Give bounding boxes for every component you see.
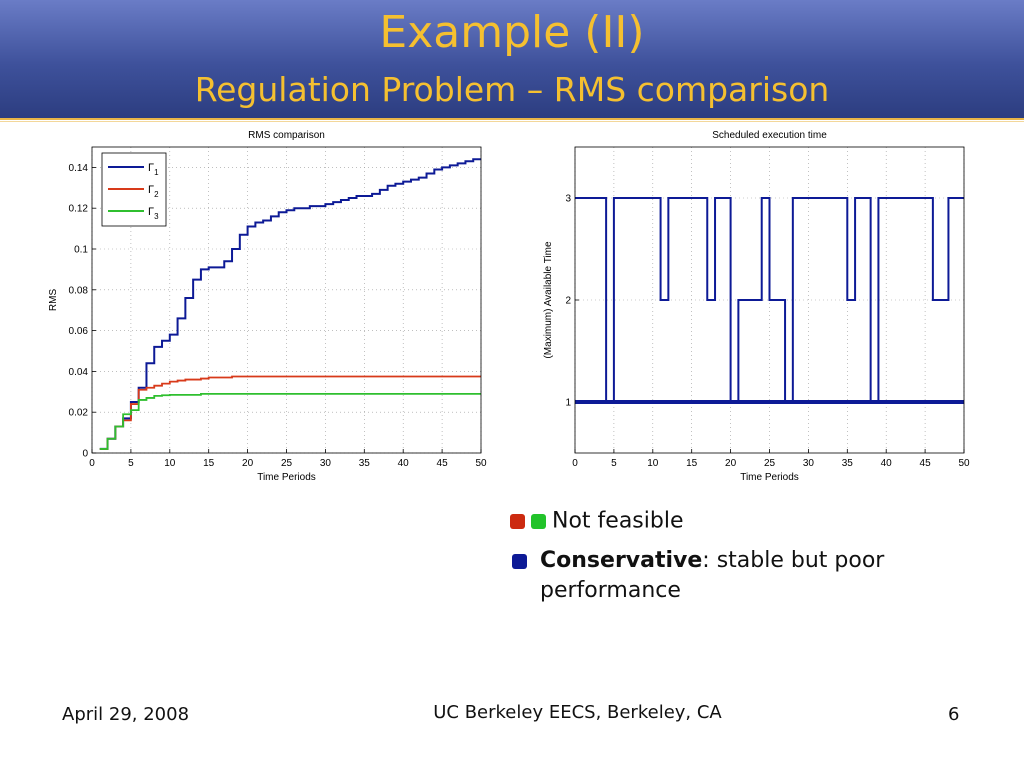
x-tick-label: 10 (164, 458, 176, 469)
x-tick-label: 15 (686, 458, 698, 469)
x-tick-label: 30 (803, 458, 815, 469)
rms-comparison-chart: 0 5 10 15 20 25 30 35 40 45 50 0 0.02 0.04 0.06 0.08 0.1… (48, 130, 487, 483)
chart-legend: Γ1 Γ2 Γ3 (101, 152, 167, 227)
y-tick-label: 0.1 (74, 245, 88, 256)
y-axis-label: (Maximum) Available Time (543, 241, 554, 359)
green-square-icon (531, 513, 546, 529)
x-tick-label: 35 (842, 458, 854, 469)
scheduled-execution-chart: 0 5 10 15 20 25 30 35 40 45 50 1 2 3 Scheduled executi… (543, 130, 970, 483)
x-tick-label: 0 (572, 458, 578, 469)
x-tick-label: 40 (398, 458, 410, 469)
legend-label-1: Γ1 (148, 162, 159, 177)
y-tick-label: 0.14 (69, 163, 89, 174)
x-tick-label: 20 (725, 458, 737, 469)
legend-label-2: Γ2 (148, 184, 159, 199)
chart-title: RMS comparison (248, 130, 325, 141)
x-tick-label: 35 (359, 458, 371, 469)
conservative-label: Conservative (540, 547, 703, 573)
slide-subtitle: Regulation Problem – RMS comparison (194, 70, 830, 109)
bullet-list: Not feasible Conservative: stable but po… (510, 508, 890, 618)
y-tick-label: 0.12 (69, 204, 89, 215)
header-divider-thin (0, 121, 1024, 122)
y-tick-label: 2 (565, 296, 571, 307)
x-tick-label: 15 (203, 458, 215, 469)
y-axis-label: RMS (48, 289, 59, 312)
bullet-not-feasible: Not feasible (510, 508, 890, 534)
y-tick-label: 3 (565, 194, 571, 205)
blue-square-icon (512, 553, 527, 569)
y-tick-label: 0 (82, 449, 88, 460)
x-tick-label: 20 (242, 458, 254, 469)
y-tick-label: 1 (565, 398, 571, 409)
x-tick-label: 50 (475, 458, 487, 469)
conservative-text: : stable but poor performance (540, 547, 885, 603)
plot-frame (574, 146, 965, 454)
page-number: 6 (948, 704, 960, 725)
red-square-icon (510, 513, 525, 529)
bullet-conservative: Conservative: stable but poor performanc… (510, 546, 890, 606)
footer-date: April 29, 2008 (62, 704, 190, 725)
x-axis-label: Time Periods (740, 472, 799, 483)
legend-label-3: Γ3 (148, 206, 159, 221)
x-tick-label: 30 (320, 458, 332, 469)
chart-title: Scheduled execution time (712, 130, 827, 141)
slide-title: Example (II) (379, 7, 645, 58)
x-tick-label: 5 (611, 458, 617, 469)
x-tick-label: 45 (437, 458, 449, 469)
x-tick-label: 45 (920, 458, 932, 469)
x-tick-label: 25 (764, 458, 776, 469)
y-tick-label: 0.02 (69, 408, 89, 419)
x-tick-label: 50 (958, 458, 970, 469)
x-tick-label: 40 (881, 458, 893, 469)
series-line-3 (99, 392, 481, 450)
x-tick-label: 10 (647, 458, 659, 469)
x-tick-label: 5 (128, 458, 134, 469)
x-axis-label: Time Periods (257, 472, 316, 483)
plot-frame (91, 146, 482, 454)
x-tick-label: 0 (89, 458, 95, 469)
slide-header (0, 0, 1024, 118)
series-line-1 (99, 158, 481, 450)
y-tick-label: 0.08 (69, 285, 89, 296)
not-feasible-text: Not feasible (552, 508, 684, 534)
footer-org: UC Berkeley EECS, Berkeley, CA (433, 702, 722, 723)
x-tick-label: 25 (281, 458, 293, 469)
y-tick-label: 0.06 (69, 326, 89, 337)
header-divider (0, 118, 1024, 120)
y-tick-label: 0.04 (69, 367, 89, 378)
